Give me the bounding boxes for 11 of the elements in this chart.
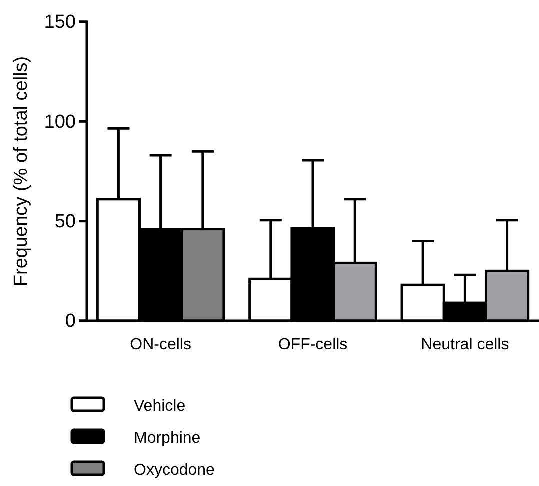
x-tick-label: Neutral cells — [421, 336, 510, 354]
y-tick-label: 100 — [44, 112, 76, 133]
y-axis-title: Frequency (% of total cells) — [11, 56, 32, 287]
x-tick-label: ON-cells — [130, 336, 192, 354]
legend-label: Morphine — [134, 430, 201, 447]
legend-label: Oxycodone — [134, 462, 216, 479]
legend-label: Vehicle — [134, 398, 186, 415]
y-tick-label: 50 — [54, 211, 76, 232]
x-tick-label: OFF-cells — [278, 336, 348, 354]
y-tick-label: 0 — [65, 311, 76, 332]
y-tick-label: 150 — [44, 12, 76, 34]
